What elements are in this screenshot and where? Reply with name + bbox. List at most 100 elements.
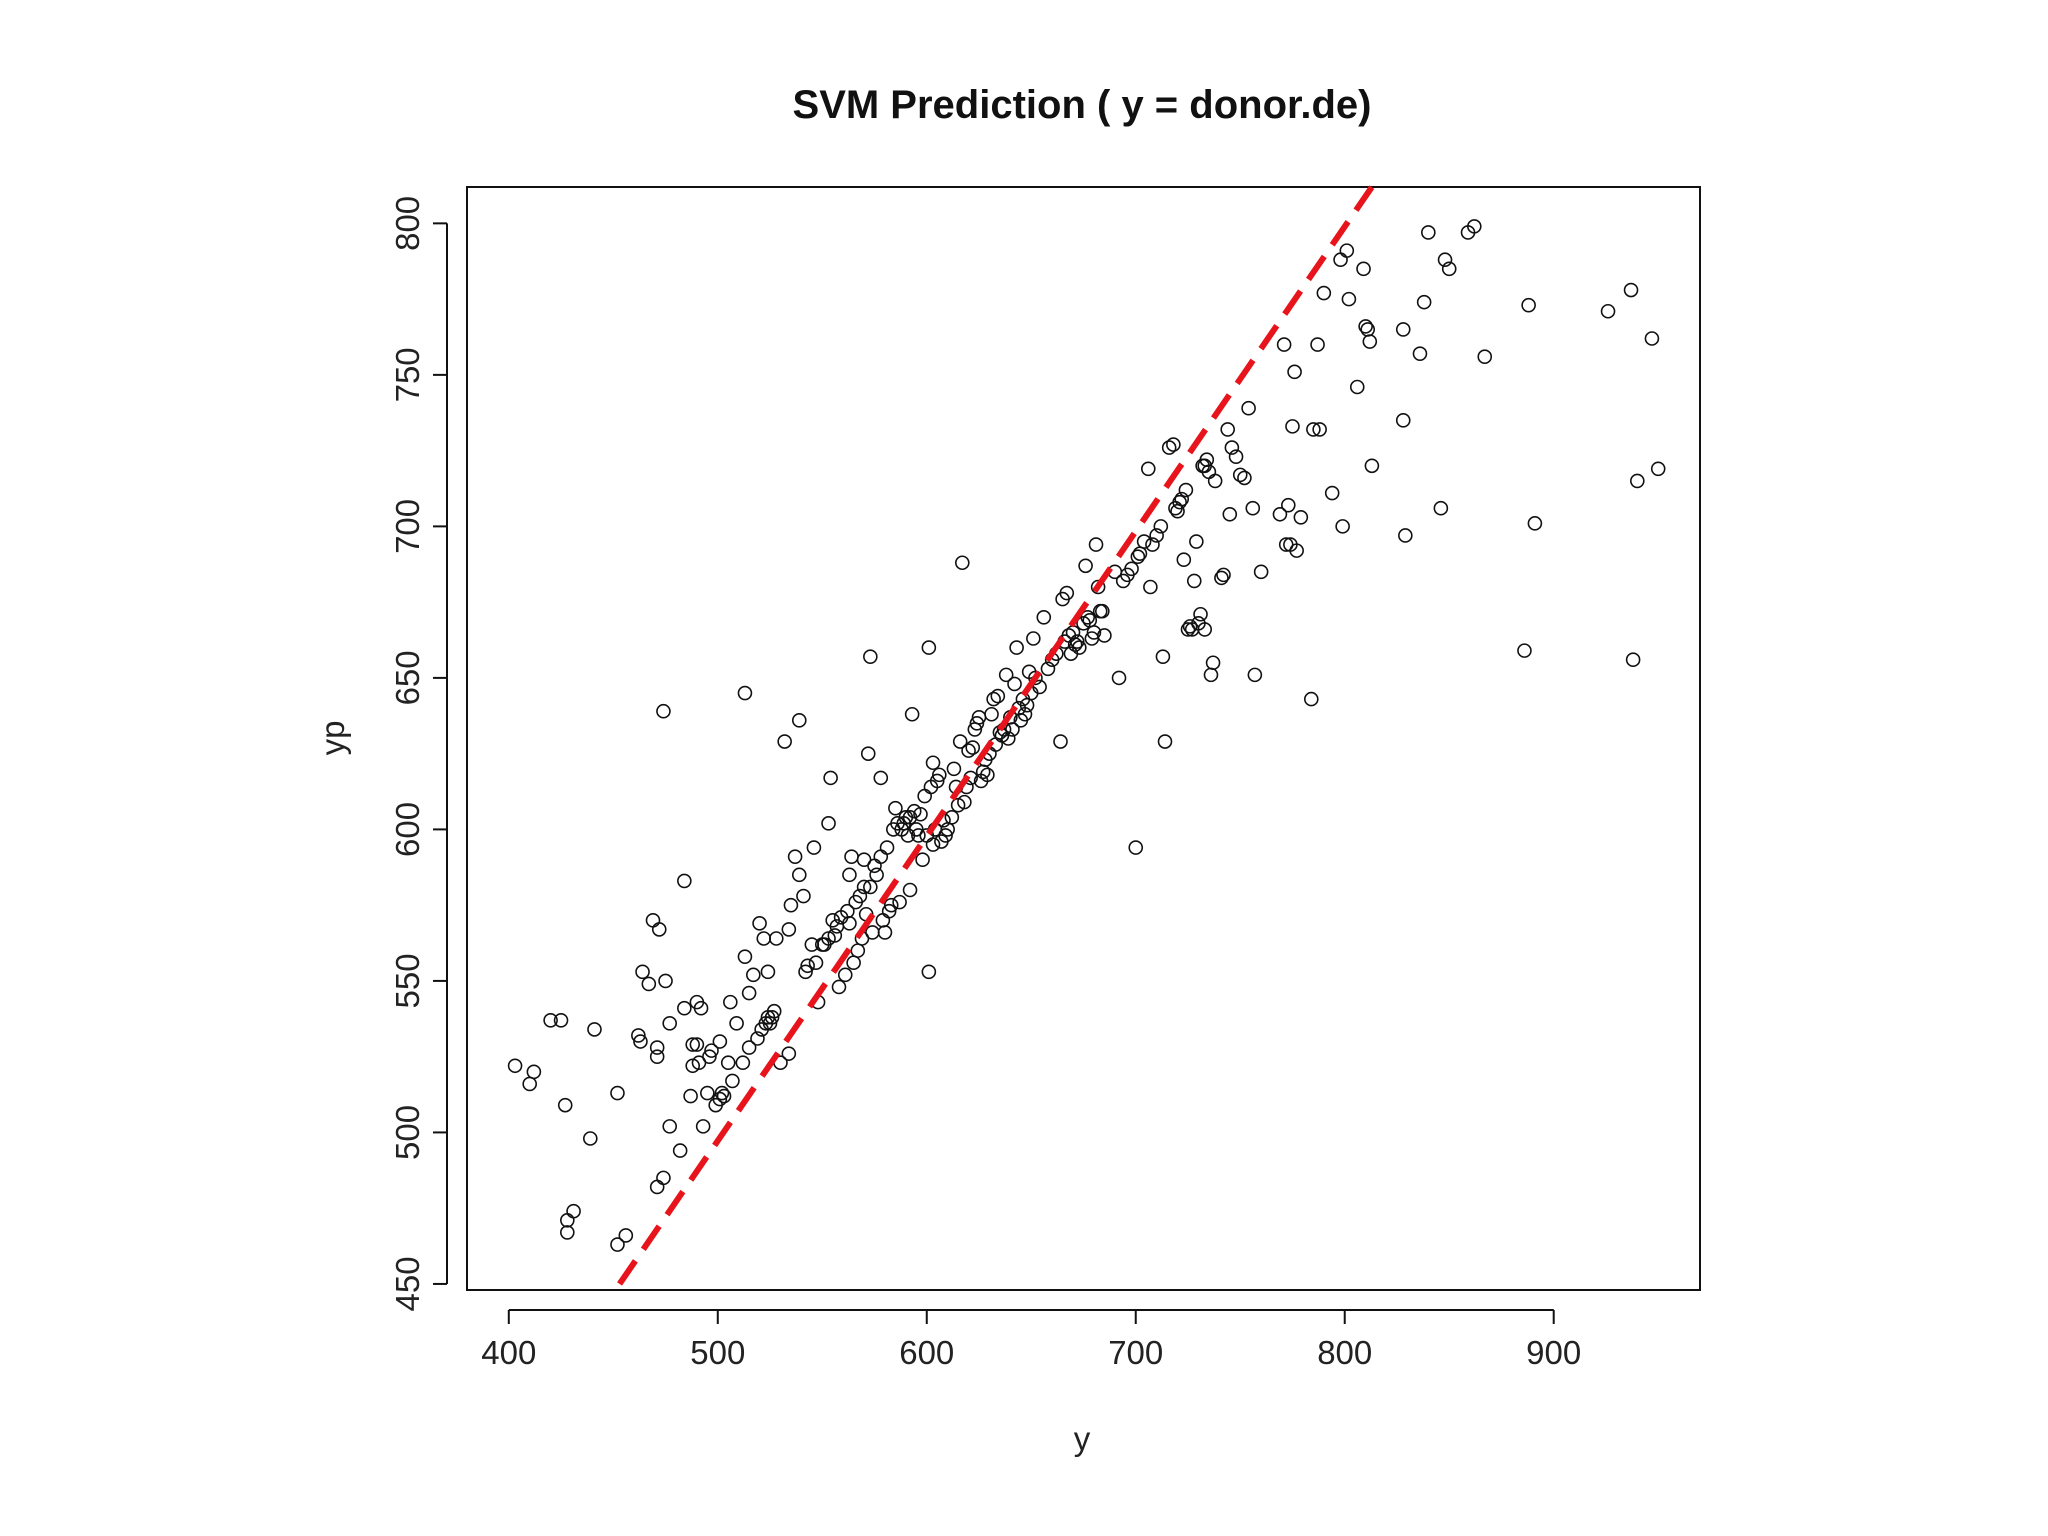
data-point	[1111, 670, 1127, 686]
data-point	[938, 828, 953, 843]
data-point	[610, 1085, 625, 1101]
data-point	[677, 1000, 692, 1016]
data-point	[725, 1073, 740, 1089]
data-point	[1310, 337, 1325, 352]
chart-title: SVM Prediction ( y = donor.de)	[793, 83, 1372, 127]
data-point	[1433, 500, 1449, 516]
data-point	[700, 1085, 715, 1101]
data-point	[1197, 622, 1213, 637]
data-point	[1335, 519, 1350, 534]
data-point	[1356, 261, 1371, 277]
data-point	[1130, 549, 1146, 564]
data-point	[1395, 413, 1411, 428]
data-point	[1078, 558, 1093, 574]
data-point	[1017, 706, 1033, 722]
x-axis-label: y	[1074, 1420, 1091, 1457]
data-point	[961, 743, 976, 758]
data-point	[1026, 631, 1041, 646]
data-point	[662, 1016, 678, 1031]
data-point	[1358, 319, 1373, 334]
data-point	[656, 703, 671, 719]
data-point	[1285, 419, 1300, 434]
y-tick-label: 600	[389, 802, 426, 857]
data-point	[649, 1040, 665, 1055]
data-point	[777, 734, 792, 749]
data-point	[1339, 243, 1355, 258]
x-tick-label: 700	[1108, 1334, 1163, 1371]
data-point	[925, 837, 941, 852]
data-point	[998, 667, 1014, 683]
data-point	[921, 640, 937, 655]
data-point	[892, 894, 907, 910]
x-tick-label: 900	[1526, 1334, 1581, 1371]
data-point	[689, 1037, 705, 1052]
data-point	[1272, 506, 1288, 522]
data-point	[1224, 440, 1240, 455]
data-point	[1205, 655, 1221, 671]
data-point	[944, 809, 960, 825]
data-point	[1067, 637, 1083, 652]
data-point	[1032, 679, 1047, 695]
reference-line	[617, 185, 1375, 1286]
data-point	[1477, 349, 1493, 364]
data-point	[881, 903, 897, 919]
data-point	[1437, 252, 1453, 268]
data-point	[543, 1013, 558, 1028]
data-point	[1136, 534, 1152, 549]
data-point	[1245, 500, 1261, 516]
data-point	[1232, 467, 1248, 483]
data-point	[1228, 449, 1244, 464]
data-point	[915, 852, 930, 868]
data-point	[975, 764, 991, 780]
data-point	[1155, 649, 1171, 664]
data-point	[1303, 691, 1319, 707]
data-point	[1172, 494, 1187, 510]
data-point	[1086, 625, 1102, 640]
data-point	[750, 1031, 765, 1046]
data-point	[984, 706, 999, 722]
data-point	[1189, 534, 1204, 549]
data-point	[1395, 322, 1411, 337]
data-point	[850, 943, 866, 958]
data-point	[842, 867, 857, 883]
data-point	[1364, 458, 1380, 474]
data-point	[1517, 643, 1532, 658]
data-point	[921, 964, 937, 980]
data-point	[800, 958, 815, 974]
data-point	[1527, 516, 1543, 531]
data-point	[735, 1055, 751, 1071]
data-point	[1441, 261, 1457, 277]
data-point	[685, 1037, 701, 1052]
data-point	[932, 767, 947, 783]
data-point	[1421, 225, 1436, 240]
data-point	[720, 1055, 736, 1071]
data-point	[821, 816, 836, 831]
x-tick-label: 800	[1317, 1334, 1372, 1371]
data-point	[635, 964, 650, 980]
data-point	[873, 770, 889, 786]
data-point	[831, 979, 847, 995]
data-point	[1000, 731, 1016, 746]
data-point	[662, 1119, 678, 1134]
data-point	[877, 925, 893, 940]
data-point	[986, 691, 1001, 707]
data-point	[1312, 422, 1327, 437]
data-point	[888, 800, 903, 816]
data-point	[917, 788, 932, 804]
data-point	[1166, 437, 1181, 452]
data-point	[806, 840, 822, 855]
data-point	[1600, 303, 1616, 319]
y-tick-label: 550	[389, 953, 426, 1008]
data-point	[1036, 609, 1052, 625]
data-point	[1466, 219, 1482, 234]
data-point	[798, 964, 813, 980]
data-point	[1207, 473, 1223, 489]
data-point	[649, 1179, 665, 1195]
data-point	[741, 985, 757, 1001]
data-point	[1095, 603, 1110, 619]
data-point	[704, 1043, 719, 1058]
data-point	[863, 649, 878, 664]
data-point	[1287, 364, 1302, 380]
data-point	[702, 1049, 717, 1064]
data-point	[1176, 552, 1192, 568]
